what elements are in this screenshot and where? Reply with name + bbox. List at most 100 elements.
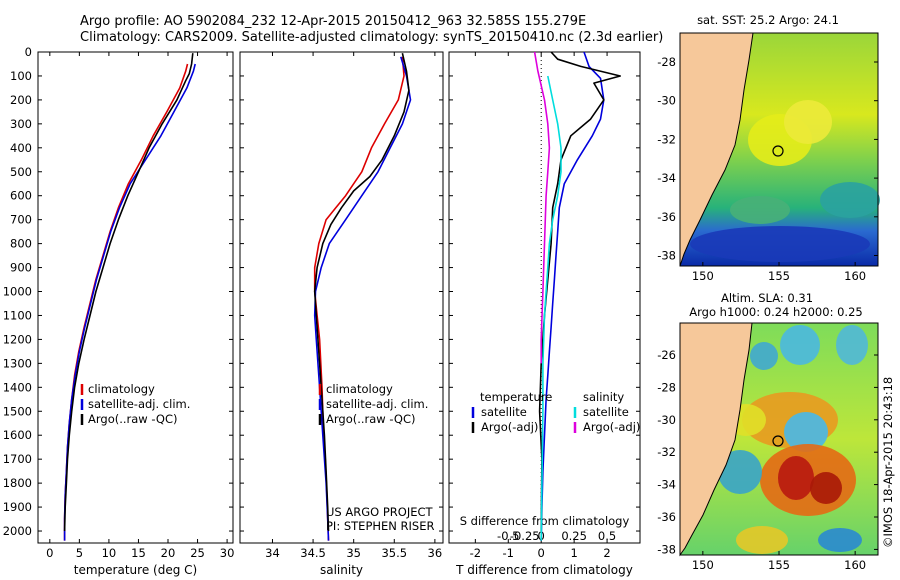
depth-tick-label: 1100 — [3, 308, 32, 322]
map-feature — [784, 412, 828, 452]
series-line — [533, 51, 551, 364]
legend-group-title: temperature — [480, 390, 552, 404]
depth-tick-label: 900 — [10, 261, 32, 275]
x-tick-label: 10 — [102, 546, 117, 560]
map-x-tick-label: 160 — [844, 558, 866, 572]
map-feature — [820, 182, 880, 218]
x-tick-label: 0 — [46, 546, 53, 560]
x-axis-label: temperature (deg C) — [74, 563, 197, 577]
depth-tick-label: 1500 — [3, 404, 32, 418]
map-feature — [818, 528, 862, 552]
top-tick-label: -0.25 — [510, 529, 540, 543]
legend-label: climatology — [88, 382, 155, 396]
depth-tick-label: 1300 — [3, 356, 32, 370]
project-credit: PI: STEPHEN RISER — [326, 519, 435, 533]
project-credit: US ARGO PROJECT — [326, 505, 434, 519]
plot-frame — [239, 51, 444, 544]
map-y-tick-label: -38 — [657, 542, 676, 556]
legend-label: satellite-adj. clim. — [88, 397, 190, 411]
depth-tick-label: 200 — [10, 93, 32, 107]
x-tick-label: 25 — [190, 546, 205, 560]
depth-tick-label: 500 — [10, 165, 32, 179]
legend-label: Argo(-adj) — [583, 420, 640, 434]
map-feature — [730, 196, 790, 224]
sst-map-title: sat. SST: 25.2 Argo: 24.1 — [697, 13, 839, 27]
map-feature — [780, 325, 820, 365]
map-x-tick-label: 155 — [768, 269, 790, 283]
series-line — [540, 51, 605, 541]
map-feature — [750, 342, 778, 370]
x-tick-label: -1 — [503, 546, 514, 560]
map-y-tick-label: -32 — [657, 132, 676, 146]
series-line — [538, 51, 622, 532]
legend-label: satellite — [583, 405, 629, 419]
map-x-tick-label: 160 — [844, 269, 866, 283]
map-y-tick-label: -28 — [657, 55, 676, 69]
depth-tick-label: 600 — [10, 189, 32, 203]
series-line — [313, 56, 412, 541]
legend-group-title: salinity — [583, 390, 624, 404]
map-y-tick-label: -30 — [657, 413, 676, 427]
depth-tick-label: 2000 — [3, 524, 32, 538]
landmass-australia — [679, 32, 754, 267]
x-tick-label: -2 — [470, 546, 481, 560]
x-tick-label: 20 — [161, 546, 176, 560]
top-tick-label: -0.5 — [497, 529, 519, 543]
x-tick-label: 1 — [570, 546, 577, 560]
depth-tick-label: 800 — [10, 237, 32, 251]
legend-label: climatology — [326, 382, 393, 396]
x-tick-label: 0 — [538, 546, 545, 560]
map-y-tick-label: -26 — [657, 348, 676, 362]
map-y-tick-label: -30 — [657, 94, 676, 108]
figure-title: Argo profile: AO 5902084_232 12-Apr-2015… — [80, 14, 587, 29]
depth-tick-label: 1400 — [3, 380, 32, 394]
legend-label: satellite — [481, 405, 527, 419]
imos-credit: ©IMOS 18-Apr-2015 20:43:18 — [881, 377, 895, 548]
map-feature — [736, 526, 788, 554]
plot-frame — [448, 51, 641, 544]
map-y-tick-label: -34 — [657, 478, 676, 492]
depth-tick-label: 0 — [25, 45, 32, 59]
x-tick-label: 34.5 — [300, 546, 326, 560]
x-tick-label: 2 — [603, 546, 610, 560]
depth-tick-label: 1600 — [3, 428, 32, 442]
top-tick-label: 0.5 — [598, 529, 616, 543]
legend-label: Argo(..raw -QC) — [326, 412, 416, 426]
top-tick-label: 0.25 — [561, 529, 587, 543]
figure-subtitle: Climatology: CARS2009. Satellite-adjuste… — [80, 30, 664, 45]
legend-label: satellite-adj. clim. — [326, 397, 428, 411]
x-tick-label: 36 — [428, 546, 443, 560]
depth-tick-label: 700 — [10, 213, 32, 227]
map-x-tick-label: 155 — [768, 558, 790, 572]
map-y-tick-label: -32 — [657, 445, 676, 459]
map-feature — [836, 325, 868, 365]
legend-label: Argo(..raw -QC) — [88, 412, 178, 426]
depth-tick-label: 1200 — [3, 332, 32, 346]
map-feature — [784, 100, 832, 144]
map-feature — [810, 472, 842, 504]
series-line — [63, 63, 196, 541]
x-tick-label: 15 — [131, 546, 146, 560]
series-line — [313, 53, 410, 532]
map-y-tick-label: -36 — [657, 210, 676, 224]
x-tick-label: 35 — [346, 546, 361, 560]
series-line — [63, 63, 189, 541]
x-tick-label: 30 — [220, 546, 235, 560]
x-tick-label: 34 — [265, 546, 280, 560]
depth-tick-label: 1000 — [3, 285, 32, 299]
series-line — [540, 75, 562, 541]
depth-tick-label: 1900 — [3, 500, 32, 514]
x-tick-label: 5 — [76, 546, 83, 560]
series-line — [313, 56, 405, 541]
map-y-tick-label: -28 — [657, 380, 676, 394]
map-y-tick-label: -36 — [657, 510, 676, 524]
sst-map: 150 155 160 -28 -30 -32 -34 -36 -38 — [657, 32, 880, 283]
x-axis-label: T difference from climatology — [455, 563, 633, 577]
map-y-tick-label: -34 — [657, 171, 676, 185]
x-tick-label: 35.5 — [381, 546, 407, 560]
map-feature — [778, 456, 814, 500]
map-feature — [718, 450, 762, 494]
depth-tick-label: 100 — [10, 69, 32, 83]
